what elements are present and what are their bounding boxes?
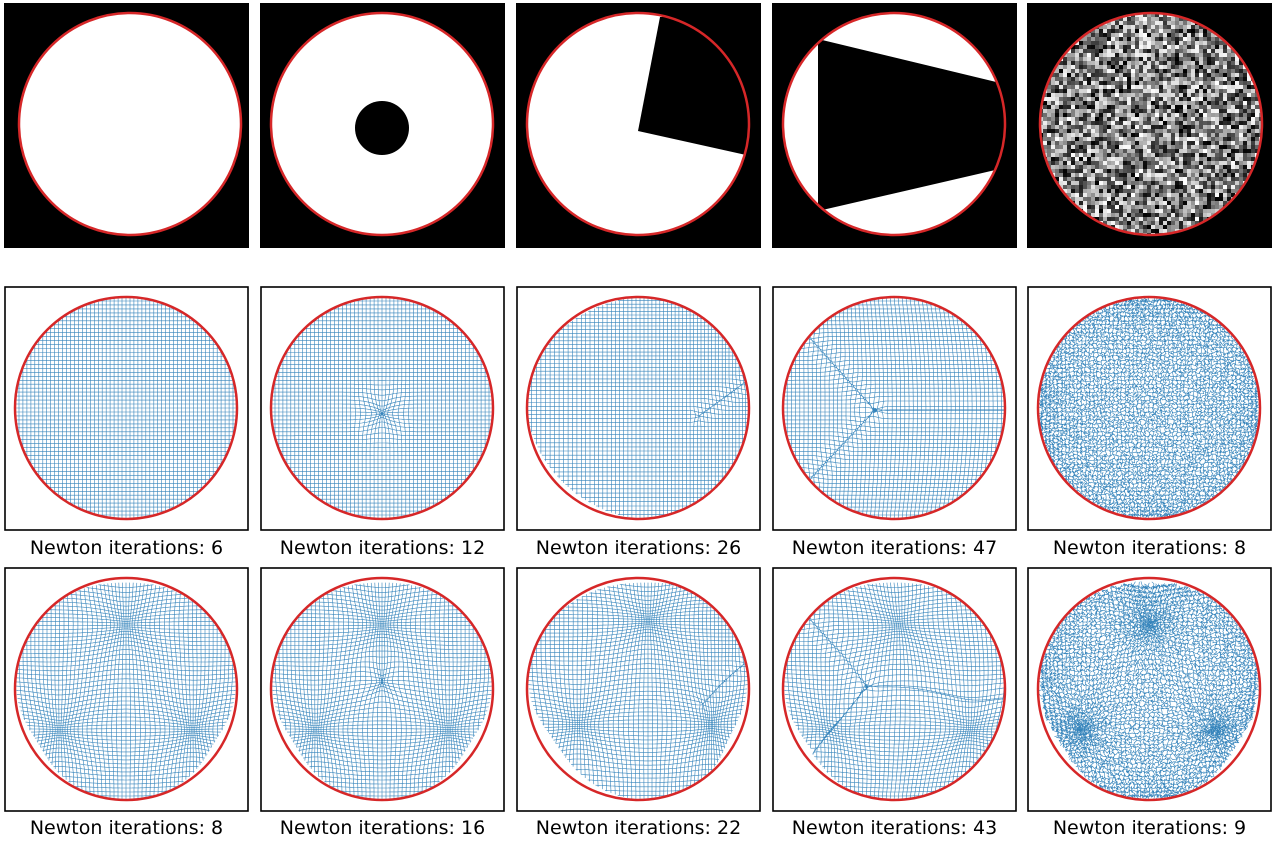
- input-image-disk-square: [516, 3, 761, 248]
- iterations-caption: Newton iterations: 47: [791, 537, 998, 559]
- iterations-caption: Newton iterations: 6: [29, 537, 224, 559]
- mesh-panel-r2-1: [4, 286, 249, 531]
- mesh-panel-r2-4: [772, 286, 1017, 531]
- mesh-panel-r3-1: [4, 567, 249, 812]
- iterations-caption: Newton iterations: 9: [1052, 817, 1247, 839]
- iterations-caption: Newton iterations: 8: [1052, 537, 1247, 559]
- iterations-caption: Newton iterations: 22: [535, 817, 742, 839]
- input-image-disk: [4, 3, 249, 248]
- iterations-caption: Newton iterations: 12: [279, 537, 486, 559]
- iterations-caption: Newton iterations: 26: [535, 537, 742, 559]
- input-image-noise: [1027, 3, 1272, 248]
- input-image-disk-triangle: [772, 3, 1017, 248]
- mesh-panel-r3-2: [260, 567, 505, 812]
- mesh-panel-r3-3: [516, 567, 761, 812]
- mesh-panel-r3-5: [1027, 567, 1272, 812]
- mesh-panel-r2-3: [516, 286, 761, 531]
- iterations-caption: Newton iterations: 16: [279, 817, 486, 839]
- mesh-panel-r2-5: [1027, 286, 1272, 531]
- mesh-panel-r3-4: [772, 567, 1017, 812]
- iterations-caption: Newton iterations: 43: [791, 817, 998, 839]
- input-image-disk-hole: [260, 3, 505, 248]
- iterations-caption: Newton iterations: 8: [29, 817, 224, 839]
- mesh-panel-r2-2: [260, 286, 505, 531]
